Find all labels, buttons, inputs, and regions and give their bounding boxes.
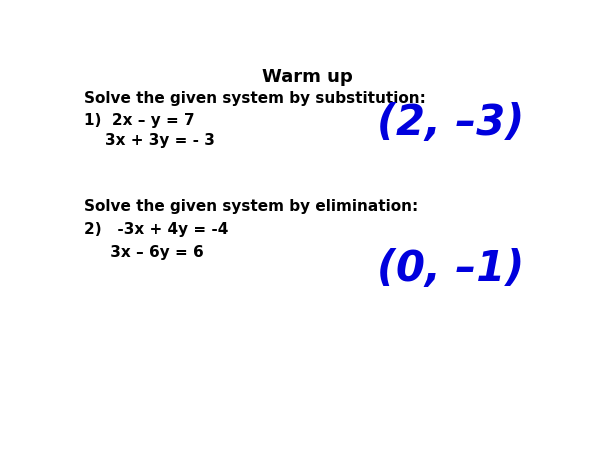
Text: (0, –1): (0, –1) xyxy=(377,248,524,290)
Text: Solve the given system by substitution:: Solve the given system by substitution: xyxy=(84,91,426,106)
Text: Warm up: Warm up xyxy=(262,68,353,86)
Text: 1)  2x – y = 7: 1) 2x – y = 7 xyxy=(84,112,195,127)
Text: 2)   -3x + 4y = -4: 2) -3x + 4y = -4 xyxy=(84,222,229,237)
Text: (2, –3): (2, –3) xyxy=(377,102,524,144)
Text: Solve the given system by elimination:: Solve the given system by elimination: xyxy=(84,199,419,214)
Text: 3x + 3y = - 3: 3x + 3y = - 3 xyxy=(84,133,215,148)
Text: 3x – 6y = 6: 3x – 6y = 6 xyxy=(84,245,204,260)
